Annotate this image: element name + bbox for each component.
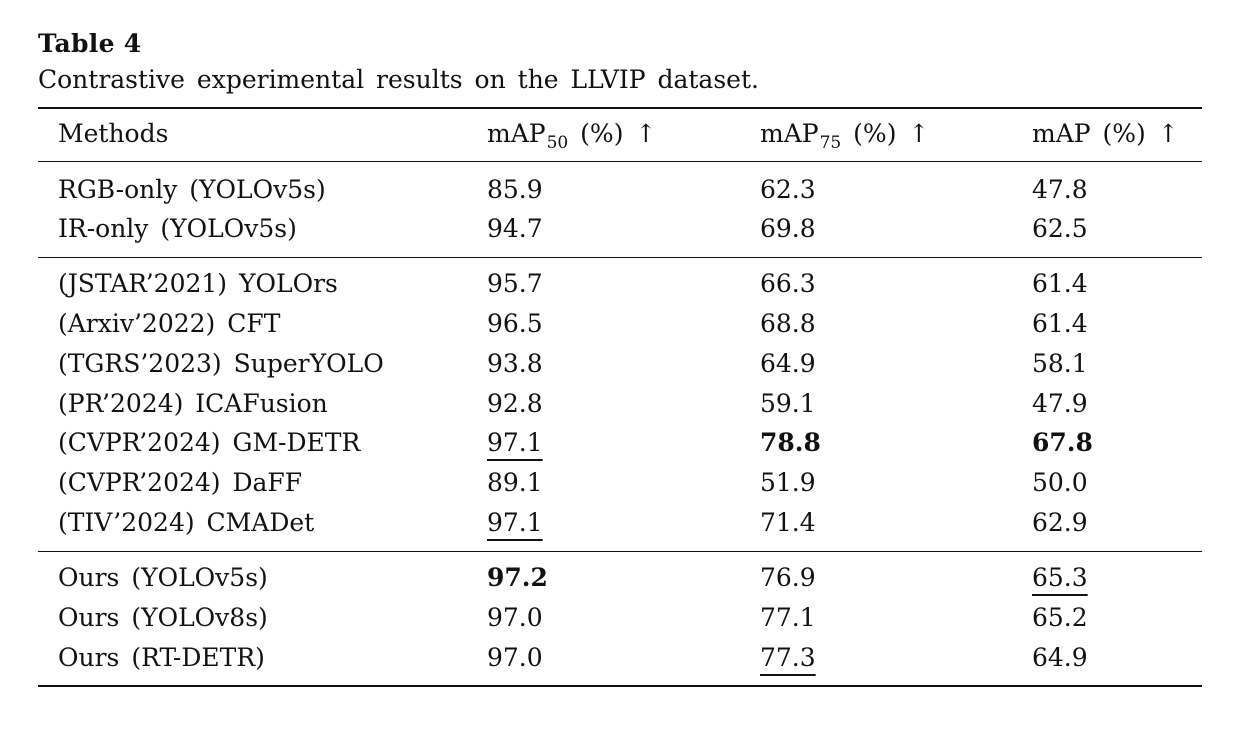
table-row: Ours (YOLOv8s) 97.0 77.1 65.2 [0,599,1236,637]
table-row: (Arxiv’2022) CFT 96.5 68.8 61.4 [0,305,1236,343]
table-caption: Table 4 Contrastive experimental results… [38,26,1208,98]
method-cell: (TIV’2024) CMADet [58,508,315,537]
table-row: IR-only (YOLOv5s) 94.7 69.8 62.5 [0,210,1236,248]
map75-cell-best: 78.8 [760,428,821,457]
table-row: Ours (YOLOv5s) 97.2 76.9 65.3 [0,559,1236,597]
method-cell: (Arxiv’2022) CFT [58,309,281,338]
map75-cell: 51.9 [760,468,816,497]
map75-cell: 71.4 [760,508,816,537]
top-rule [38,107,1202,109]
map-cell: 64.9 [1032,643,1088,672]
map75-cell: 69.8 [760,214,816,243]
map-cell: 47.9 [1032,389,1088,418]
map-cell: 62.5 [1032,214,1088,243]
table-row: Ours (RT-DETR) 97.0 77.3 64.9 [0,639,1236,677]
table-row: (CVPR’2024) DaFF 89.1 51.9 50.0 [0,464,1236,502]
table-row: RGB-only (YOLOv5s) 85.9 62.3 47.8 [0,171,1236,209]
map75-cell: 59.1 [760,389,816,418]
method-cell: (TGRS’2023) SuperYOLO [58,349,384,378]
map-cell: 61.4 [1032,309,1088,338]
map50-cell: 92.8 [487,389,543,418]
header-map: mAP (%) ↑ [1032,119,1179,148]
map50-cell: 96.5 [487,309,543,338]
method-cell: RGB-only (YOLOv5s) [58,175,326,204]
map-cell: 61.4 [1032,269,1088,298]
map-cell-best: 67.8 [1032,428,1093,457]
map50-cell: 97.0 [487,643,543,672]
table-row: (CVPR’2024) GM-DETR 97.1 78.8 67.8 [0,424,1236,462]
map50-cell: 89.1 [487,468,543,497]
map-cell: 47.8 [1032,175,1088,204]
map50-cell: 94.7 [487,214,543,243]
group-rule [38,257,1202,258]
table-row: (JSTAR’2021) YOLOrs 95.7 66.3 61.4 [0,265,1236,303]
method-cell: IR-only (YOLOv5s) [58,214,297,243]
method-cell: (CVPR’2024) GM-DETR [58,428,361,457]
table-row: (TIV’2024) CMADet 97.1 71.4 62.9 [0,504,1236,542]
map50-cell: 95.7 [487,269,543,298]
group-rule [38,551,1202,552]
table-header-row: Methods mAP50 (%) ↑ mAP75 (%) ↑ mAP (%) … [0,115,1236,153]
table-row: (PR’2024) ICAFusion 92.8 59.1 47.9 [0,385,1236,423]
map-cell: 50.0 [1032,468,1088,497]
map75-cell: 66.3 [760,269,816,298]
bottom-rule [38,685,1202,687]
method-cell: (CVPR’2024) DaFF [58,468,303,497]
header-map50: mAP50 (%) ↑ [487,119,657,153]
header-map75: mAP75 (%) ↑ [760,119,930,153]
table-row: (TGRS’2023) SuperYOLO 93.8 64.9 58.1 [0,345,1236,383]
method-cell: Ours (YOLOv8s) [58,603,268,632]
table-description: Contrastive experimental results on the … [38,65,759,94]
map-cell-second-best: 65.3 [1032,563,1088,592]
map50-cell: 97.0 [487,603,543,632]
table-title: Table 4 [38,29,142,58]
method-cell: Ours (YOLOv5s) [58,563,268,592]
map50-cell-second-best: 97.1 [487,428,543,457]
header-rule [38,161,1202,162]
map50-cell: 93.8 [487,349,543,378]
map75-cell: 64.9 [760,349,816,378]
map75-cell-second-best: 77.3 [760,643,816,672]
map75-cell: 77.1 [760,603,816,632]
header-methods: Methods [58,119,169,148]
map75-cell: 62.3 [760,175,816,204]
method-cell: Ours (RT-DETR) [58,643,265,672]
map-cell: 65.2 [1032,603,1088,632]
map-cell: 62.9 [1032,508,1088,537]
map50-cell-best: 97.2 [487,563,548,592]
map50-cell-second-best: 97.1 [487,508,543,537]
method-cell: (PR’2024) ICAFusion [58,389,328,418]
map-cell: 58.1 [1032,349,1088,378]
method-cell: (JSTAR’2021) YOLOrs [58,269,338,298]
map75-cell: 76.9 [760,563,816,592]
map75-cell: 68.8 [760,309,816,338]
map50-cell: 85.9 [487,175,543,204]
